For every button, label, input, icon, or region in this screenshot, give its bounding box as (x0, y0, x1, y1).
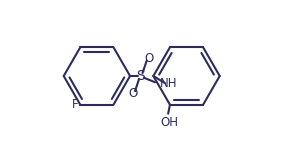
Text: NH: NH (160, 77, 177, 90)
Text: F: F (72, 98, 79, 111)
Text: S: S (136, 69, 145, 83)
Text: OH: OH (160, 116, 178, 129)
Text: O: O (144, 52, 153, 65)
Text: O: O (128, 87, 137, 100)
